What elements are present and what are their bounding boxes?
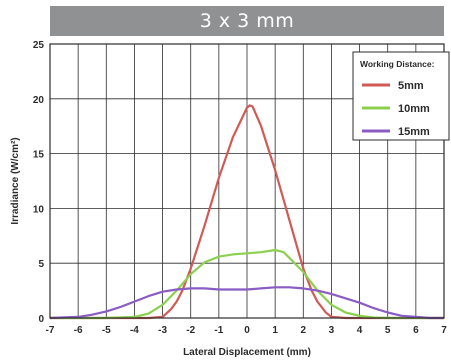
series-line-15mm	[49, 286, 444, 320]
legend-label-10mm: 10mm	[398, 103, 430, 115]
legend: Working Distance: 5mm 10mm 15mm	[352, 51, 450, 141]
chart-title-bar: 3 x 3 mm	[50, 6, 444, 36]
x-tick-label: -6	[74, 325, 83, 336]
x-tick-label: 0	[244, 325, 250, 336]
x-tick-label: -5	[102, 325, 111, 336]
x-axis-label: Lateral Displacement (mm)	[183, 347, 311, 358]
y-tick-labels: 0 5 10 15 20 25	[33, 40, 45, 325]
legend-title: Working Distance:	[360, 59, 435, 69]
series-lines	[49, 104, 444, 320]
x-tick-labels: -7 -6 -5 -4 -3 -2 -1 0 1 2 3 4 5 6 7	[46, 325, 448, 336]
y-tick-label: 20	[33, 95, 45, 106]
x-tick-label: -3	[158, 325, 167, 336]
legend-box	[352, 51, 450, 141]
x-tick-label: -2	[186, 325, 195, 336]
x-tick-label: 6	[413, 325, 419, 336]
x-tick-label: -4	[130, 325, 139, 336]
legend-items: 5mm 10mm 15mm	[362, 80, 430, 138]
y-axis-label: Irradiance (W/cm²)	[10, 137, 21, 224]
x-tick-label: 1	[272, 325, 278, 336]
y-tick-label: 15	[33, 150, 45, 161]
y-tick-label: 10	[33, 204, 45, 215]
y-tick-label: 5	[38, 259, 44, 270]
series-line-10mm	[50, 248, 444, 320]
x-tick-label: 2	[301, 325, 307, 336]
y-tick-label: 0	[38, 314, 44, 325]
x-tick-label: 5	[385, 325, 391, 336]
x-tick-label: 3	[329, 325, 335, 336]
chart-title: 3 x 3 mm	[199, 10, 295, 32]
axes	[49, 43, 445, 319]
x-tick-label: 4	[357, 325, 363, 336]
x-tick-label: 7	[441, 325, 447, 336]
legend-label-5mm: 5mm	[398, 80, 424, 92]
series-line-5mm	[50, 104, 444, 320]
x-tick-label: -7	[46, 325, 55, 336]
y-tick-label: 25	[33, 40, 45, 51]
plot-frame	[49, 43, 445, 319]
x-tick-label: -1	[214, 325, 223, 336]
legend-label-15mm: 15mm	[398, 126, 430, 138]
